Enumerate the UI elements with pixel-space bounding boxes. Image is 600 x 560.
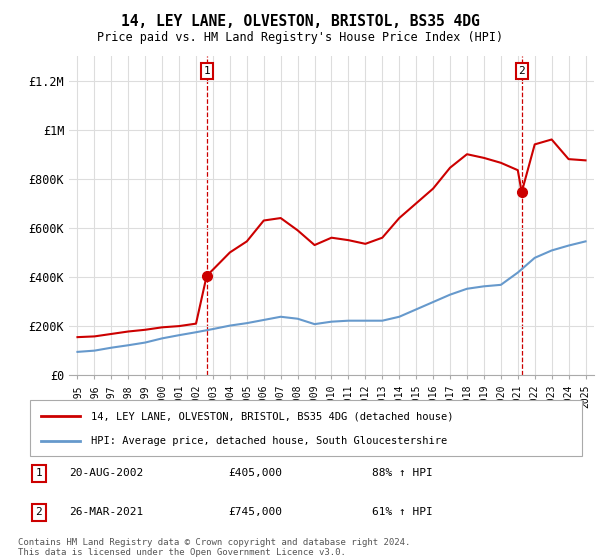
Text: £745,000: £745,000 bbox=[228, 507, 282, 517]
Text: Contains HM Land Registry data © Crown copyright and database right 2024.
This d: Contains HM Land Registry data © Crown c… bbox=[18, 538, 410, 557]
Text: HPI: Average price, detached house, South Gloucestershire: HPI: Average price, detached house, Sout… bbox=[91, 436, 447, 446]
Text: 2: 2 bbox=[35, 507, 43, 517]
Text: 14, LEY LANE, OLVESTON, BRISTOL, BS35 4DG: 14, LEY LANE, OLVESTON, BRISTOL, BS35 4D… bbox=[121, 14, 479, 29]
Text: £405,000: £405,000 bbox=[228, 468, 282, 478]
Text: 1: 1 bbox=[203, 66, 210, 76]
Text: 20-AUG-2002: 20-AUG-2002 bbox=[69, 468, 143, 478]
Text: 26-MAR-2021: 26-MAR-2021 bbox=[69, 507, 143, 517]
Text: 88% ↑ HPI: 88% ↑ HPI bbox=[372, 468, 433, 478]
Text: 2: 2 bbox=[518, 66, 525, 76]
FancyBboxPatch shape bbox=[30, 400, 582, 456]
Text: Price paid vs. HM Land Registry's House Price Index (HPI): Price paid vs. HM Land Registry's House … bbox=[97, 31, 503, 44]
Text: 1: 1 bbox=[35, 468, 43, 478]
Text: 61% ↑ HPI: 61% ↑ HPI bbox=[372, 507, 433, 517]
Text: 14, LEY LANE, OLVESTON, BRISTOL, BS35 4DG (detached house): 14, LEY LANE, OLVESTON, BRISTOL, BS35 4D… bbox=[91, 411, 453, 421]
